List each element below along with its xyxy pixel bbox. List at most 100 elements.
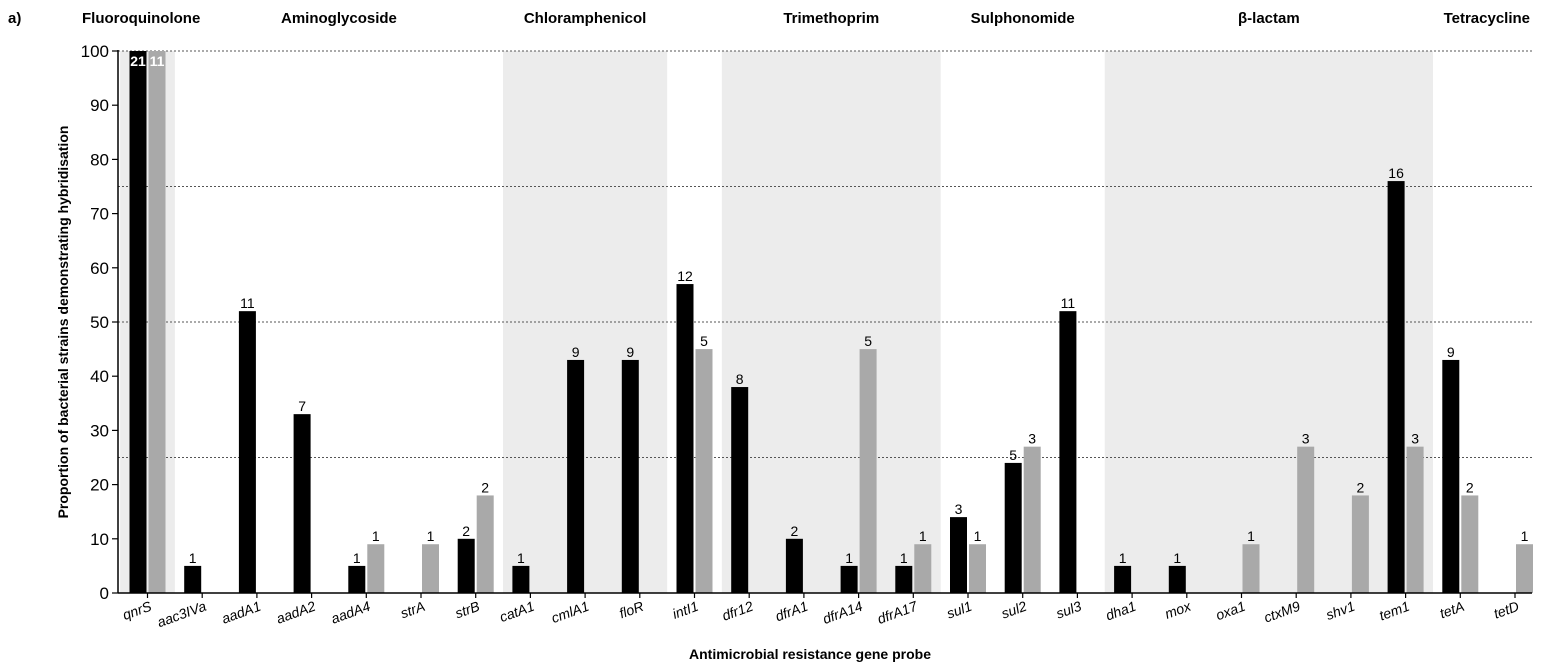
bar-aadA4-series-2 [367, 544, 385, 593]
data-label-strB-series-2: 2 [481, 479, 489, 495]
bar-mox-series-1 [1168, 565, 1186, 593]
bar-aac3IVa-series-1 [184, 565, 202, 593]
bar-dfr12-series-1 [731, 387, 749, 593]
bar-tetA-series-1 [1442, 359, 1460, 593]
bar-tem1-series-1 [1387, 181, 1405, 593]
data-label-aadA2-series-1: 7 [298, 398, 306, 414]
x-tick-label-dfrA17: dfrA17 [875, 597, 920, 627]
group-label-3: Trimethoprim [783, 10, 879, 27]
x-tick-label-dfrA14: dfrA14 [820, 598, 864, 627]
data-label-catA1-series-1: 1 [517, 550, 525, 566]
data-label-floR-series-1: 9 [626, 344, 634, 360]
bar-strA-series-2 [422, 544, 439, 593]
y-ticks-layer: 0 10 20 30 40 50 60 70 80 90 100 [81, 42, 118, 603]
bar-dfrA14-series-2 [859, 349, 877, 593]
x-tick-label-tetD: tetD [1491, 598, 1521, 622]
bar-qnrS-series-1 [129, 51, 147, 593]
data-label-dfrA17-series-1: 1 [900, 550, 908, 566]
group-label-2: Chloramphenicol [524, 10, 647, 27]
y-tick-label-90: 90 [90, 96, 109, 115]
y-tick-label-20: 20 [90, 476, 109, 495]
bar-sul1-series-2 [969, 544, 986, 593]
data-label-dfrA17-series-2: 1 [919, 528, 927, 544]
x-tick-label-floR: floR [617, 598, 646, 622]
bar-sul2-series-2 [1023, 446, 1041, 593]
x-tick-label-ctxM9: ctxM9 [1262, 598, 1303, 626]
bar-aadA4-series-1 [348, 565, 366, 593]
x-tick-label-aac3IVa: aac3IVa [155, 598, 208, 631]
group-shading-layer [120, 51, 1433, 593]
y-tick-label-40: 40 [90, 367, 109, 386]
data-label-dfrA1-series-1: 2 [791, 523, 799, 539]
data-label-qnrS-series-2: 11 [150, 53, 165, 69]
y-axis-title: Proportion of bacterial strains demonstr… [55, 126, 71, 519]
group-label-6: Tetracycline [1444, 10, 1530, 27]
x-tick-label-strA: strA [398, 598, 427, 622]
bar-intI1-series-1 [676, 284, 694, 593]
bar-oxa1-series-2 [1242, 544, 1260, 593]
bar-tetD-series-2 [1516, 544, 1533, 593]
data-label-intI1-series-1: 12 [677, 268, 693, 284]
y-tick-label-100: 100 [81, 42, 109, 61]
bar-qnrS-series-2 [148, 51, 166, 593]
data-label-aadA1-series-1: 11 [240, 295, 255, 311]
bar-sul2-series-1 [1004, 462, 1022, 593]
bar-dha1-series-1 [1114, 565, 1132, 593]
data-label-sul3-series-1: 11 [1061, 295, 1076, 311]
bar-dfrA14-series-1 [840, 565, 858, 593]
data-label-dha1-series-1: 1 [1119, 550, 1127, 566]
x-tick-label-strB: strB [453, 598, 482, 622]
bar-dfrA17-series-1 [895, 565, 913, 593]
data-label-sul1-series-1: 3 [955, 501, 963, 517]
data-label-shv1-series-2: 2 [1357, 479, 1365, 495]
bar-catA1-series-1 [512, 565, 530, 593]
data-label-oxa1-series-2: 1 [1247, 528, 1255, 544]
bars-layer [129, 51, 1533, 593]
group-labels-layer: Fluoroquinolone Aminoglycoside Chloramphen… [82, 10, 1530, 27]
x-tick-label-tetA: tetA [1437, 598, 1466, 622]
x-tick-label-aadA4: aadA4 [329, 598, 373, 627]
bar-sul3-series-1 [1059, 311, 1077, 593]
x-tick-label-qnrS: qnrS [120, 598, 154, 623]
group-label-0: Fluoroquinolone [82, 10, 200, 27]
y-tick-label-80: 80 [90, 150, 109, 169]
data-label-sul2-series-2: 3 [1028, 431, 1036, 447]
x-tick-label-dha1: dha1 [1103, 598, 1138, 624]
data-label-sul2-series-1: 5 [1009, 447, 1017, 463]
data-label-ctxM9-series-2: 3 [1302, 431, 1310, 447]
data-label-tetA-series-1: 9 [1447, 344, 1455, 360]
data-label-aac3IVa-series-1: 1 [189, 550, 197, 566]
bar-cmlA1-series-1 [567, 359, 585, 593]
x-tick-label-aadA1: aadA1 [219, 598, 263, 627]
data-label-cmlA1-series-1: 9 [572, 344, 580, 360]
data-label-mox-series-1: 1 [1173, 550, 1181, 566]
x-ticks-layer: qnrS aac3IVa aadA1 aadA2 aadA4 strA strB catA1 c… [120, 593, 1521, 630]
group-label-1: Aminoglycoside [281, 10, 397, 27]
x-tick-label-tem1: tem1 [1377, 598, 1412, 624]
x-tick-label-sul3: sul3 [1054, 598, 1084, 622]
x-tick-label-mox: mox [1162, 597, 1193, 621]
bar-tetA-series-2 [1461, 495, 1479, 593]
bar-dfrA1-series-1 [785, 538, 803, 593]
x-tick-label-aadA2: aadA2 [274, 598, 318, 627]
data-label-qnrS-series-1: 21 [130, 53, 146, 69]
bar-aadA2-series-1 [293, 414, 311, 593]
x-tick-label-dfrA1: dfrA1 [773, 598, 810, 624]
x-axis-title: Antimicrobial resistance gene probe [689, 646, 931, 662]
x-tick-label-oxa1: oxa1 [1214, 598, 1248, 623]
y-tick-label-30: 30 [90, 421, 109, 440]
data-label-strA-series-2: 1 [427, 528, 435, 544]
y-tick-label-50: 50 [90, 313, 109, 332]
panel-label: a) [8, 10, 21, 27]
x-tick-label-sul1: sul1 [944, 598, 974, 622]
x-tick-label-intI1: intI1 [670, 598, 700, 622]
y-tick-label-10: 10 [90, 530, 109, 549]
data-label-dfrA14-series-1: 1 [845, 550, 853, 566]
x-tick-label-catA1: catA1 [497, 598, 536, 625]
group-label-5: β-lactam [1238, 10, 1300, 27]
data-label-aadA4-series-1: 1 [353, 550, 361, 566]
bar-aadA1-series-1 [238, 311, 256, 593]
group-label-4: Sulphonomide [971, 10, 1075, 27]
x-tick-label-cmlA1: cmlA1 [549, 598, 591, 626]
